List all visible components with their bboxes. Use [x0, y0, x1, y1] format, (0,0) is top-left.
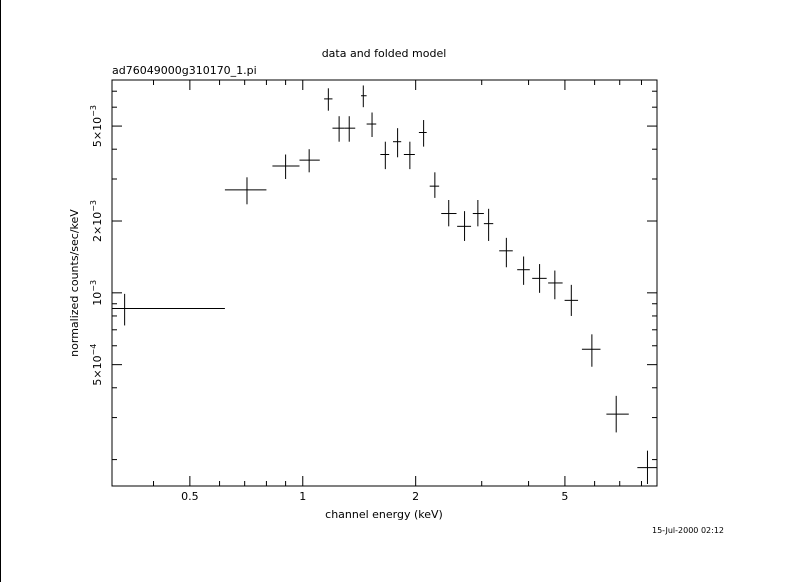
data-point: [548, 270, 563, 300]
data-point: [380, 141, 390, 170]
data-points: [112, 85, 657, 485]
y-tick-label: 5×10−4: [89, 344, 104, 386]
chart-subtitle: ad76049000g310170_1.pi: [112, 64, 257, 77]
y-axis-label: normalized counts/sec/keV: [68, 209, 81, 357]
y-tick-label: 5×10−3: [89, 105, 104, 147]
x-tick-label: 1: [299, 490, 306, 503]
x-tick-label: 0.5: [181, 490, 199, 503]
data-point: [581, 334, 601, 367]
y-tick-label: 10−3: [89, 280, 104, 306]
data-point: [637, 450, 657, 485]
data-point: [517, 256, 530, 285]
data-point: [366, 112, 377, 137]
data-point: [441, 199, 457, 227]
axis-ticks: [112, 80, 657, 486]
data-point: [392, 128, 402, 158]
data-point: [344, 116, 356, 142]
x-axis-label: channel energy (keV): [325, 508, 443, 521]
data-point: [429, 172, 440, 198]
x-tick-label: 5: [561, 490, 568, 503]
data-point: [299, 149, 320, 173]
data-point: [403, 141, 415, 170]
y-tick-label: 2×10−3: [89, 200, 104, 242]
data-point: [272, 154, 300, 180]
data-point: [606, 395, 629, 433]
left-border: [0, 0, 1, 582]
data-point: [499, 237, 513, 268]
data-point: [457, 211, 472, 241]
data-point: [472, 199, 484, 227]
y-tick-labels: 5×10−4 10−3 2×10−3 5×10−3: [89, 105, 104, 386]
data-point: [112, 293, 225, 326]
plot-frame: [111, 79, 658, 487]
timestamp: 15-Jul-2000 02:12: [652, 526, 724, 535]
x-tick-labels: 0.5 1 2 5: [181, 490, 568, 503]
data-point: [418, 120, 427, 147]
x-tick-label: 2: [412, 490, 419, 503]
data-point: [532, 264, 547, 293]
data-point: [224, 177, 267, 205]
data-point: [361, 85, 367, 108]
data-point: [483, 208, 494, 241]
chart-title: data and folded model: [322, 47, 447, 60]
data-point: [332, 116, 345, 142]
data-point: [324, 88, 333, 111]
data-point: [564, 284, 579, 316]
